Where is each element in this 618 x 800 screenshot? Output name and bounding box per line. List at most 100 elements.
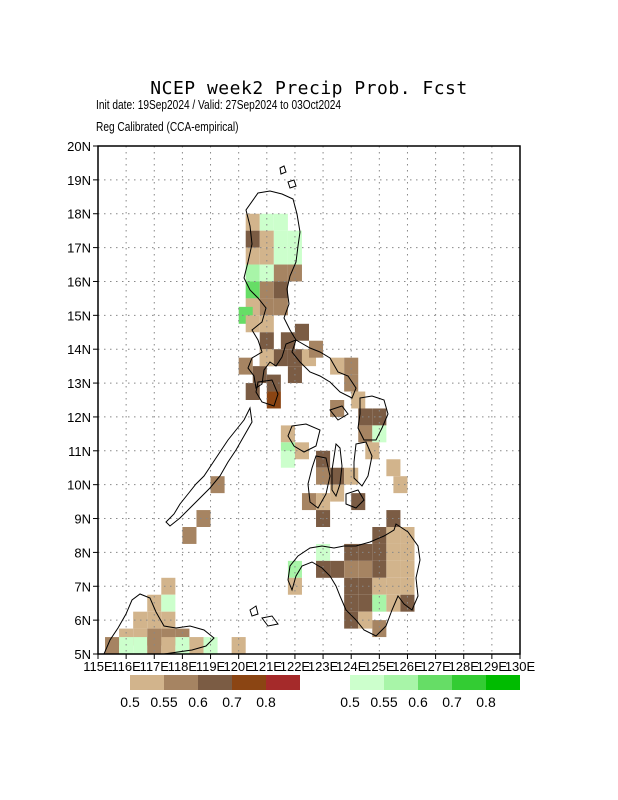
legend-swatch <box>418 675 452 690</box>
x-tick-label: 120E <box>223 659 254 674</box>
y-axis: 5N 6N 7N 8N 9N 10N 11N 12N 13N 14N 15N 16N 17N 18N 19N… <box>67 139 98 662</box>
prob-cell <box>245 264 260 282</box>
prob-cell <box>273 230 288 248</box>
legend-swatch <box>452 675 486 690</box>
prob-cell <box>259 281 274 299</box>
coast-cebu <box>331 442 343 498</box>
coast-luzon <box>243 190 301 389</box>
prob-cell <box>259 213 274 231</box>
y-tick-label: 5N <box>74 647 91 662</box>
prob-cell <box>161 594 176 612</box>
prob-cell <box>161 637 176 654</box>
y-tick-label: 20N <box>67 139 91 154</box>
probability-cells <box>105 213 415 654</box>
coast-panay <box>287 423 321 453</box>
coast-bicol <box>291 339 357 399</box>
coast-mindanao <box>287 523 421 637</box>
chart-subtitle-dates: Init date: 19Sep2024 / Valid: 27Sep2024 … <box>96 97 342 112</box>
prob-cell <box>351 493 366 511</box>
chart-title: NCEP week2 Precip Prob. Fcst <box>150 78 468 99</box>
prob-cell <box>372 577 387 595</box>
prob-cell <box>316 543 331 561</box>
y-tick-label: 15N <box>67 308 91 323</box>
prob-cell <box>210 476 225 494</box>
legend-label: 0.7 <box>222 694 242 710</box>
prob-cell <box>245 213 260 231</box>
legend-swatch <box>486 675 520 690</box>
legend-swatch <box>232 675 266 690</box>
y-tick-label: 7N <box>74 579 91 594</box>
prob-cell <box>259 332 274 350</box>
legend-label: 0.8 <box>476 694 496 710</box>
prob-cell <box>301 493 317 511</box>
legend-label: 0.55 <box>150 694 177 710</box>
y-tick-label: 12N <box>67 410 91 425</box>
prob-cell <box>259 315 274 333</box>
legend-label: 0.5 <box>120 694 140 710</box>
prob-cell <box>372 543 387 561</box>
prob-cell <box>330 357 345 375</box>
y-tick-label: 16N <box>67 274 91 289</box>
prob-cell <box>196 510 211 527</box>
chart-subtitle-method: Reg Calibrated (CCA-empirical) <box>96 119 239 134</box>
prob-cell <box>273 213 288 231</box>
prob-cell <box>161 611 176 629</box>
coastline <box>103 165 421 655</box>
prob-cell <box>280 332 295 350</box>
prob-cell <box>280 450 295 468</box>
y-tick-label: 13N <box>67 376 91 391</box>
prob-cell <box>358 425 373 443</box>
prob-cell <box>372 560 387 578</box>
prob-cell <box>119 637 134 654</box>
prob-cell <box>365 442 380 460</box>
x-tick-label: 118E <box>168 659 198 674</box>
legend-label: 0.7 <box>442 694 462 710</box>
legend-label: 0.5 <box>340 694 360 710</box>
x-tick-label: 127E <box>420 659 451 674</box>
prob-cell <box>161 577 176 595</box>
prob-cell <box>287 577 302 595</box>
x-tick-label: 119E <box>196 659 226 674</box>
y-tick-label: 9N <box>74 512 91 527</box>
x-tick-label: 117E <box>140 659 170 674</box>
prob-cell <box>386 459 401 477</box>
prob-cell <box>386 527 401 544</box>
y-tick-label: 11N <box>68 444 91 459</box>
legend-swatch <box>384 675 418 690</box>
coast-mindoro <box>255 379 279 407</box>
prob-cell <box>358 594 373 612</box>
prob-cell <box>273 281 288 299</box>
x-tick-label: 129E <box>477 659 508 674</box>
coast-masbate <box>329 405 349 421</box>
y-tick-label: 14N <box>67 342 91 357</box>
y-tick-label: 17N <box>67 241 91 256</box>
prob-cell <box>358 408 373 426</box>
prob-cell <box>287 349 302 367</box>
prob-cell <box>189 637 204 654</box>
legend-dry-colorbar: 0.5 0.55 0.6 0.7 0.8 <box>120 675 300 710</box>
prob-cell <box>358 577 373 595</box>
prob-cell <box>358 560 373 578</box>
x-tick-label: 121E <box>252 659 283 674</box>
coast-samar <box>357 395 389 441</box>
prob-cell <box>259 247 274 265</box>
y-tick-label: 6N <box>74 613 91 628</box>
prob-cell <box>330 400 345 417</box>
prob-cell <box>245 315 260 333</box>
prob-cell <box>400 577 415 595</box>
prob-cell <box>287 560 302 578</box>
x-tick-label: 128E <box>449 659 480 674</box>
coast-babuyan <box>287 179 297 189</box>
legend-label: 0.6 <box>188 694 208 710</box>
legend-label: 0.55 <box>370 694 397 710</box>
coast-batanes <box>279 165 287 175</box>
legend-label: 0.6 <box>408 694 428 710</box>
prob-cell <box>330 560 345 578</box>
prob-cell <box>252 366 267 384</box>
prob-cell <box>175 637 190 654</box>
prob-cell <box>386 560 401 578</box>
prob-cell <box>351 391 366 409</box>
coast-palawan <box>165 406 253 527</box>
prob-cell <box>400 560 415 578</box>
